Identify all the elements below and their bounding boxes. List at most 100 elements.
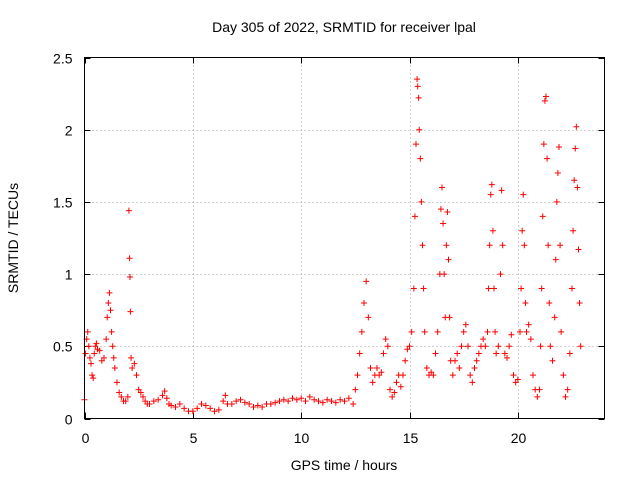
data-point [454, 350, 461, 357]
data-point [460, 328, 467, 335]
data-point [554, 170, 561, 177]
data-point [211, 408, 218, 415]
data-point [108, 328, 115, 335]
data-point [562, 393, 569, 400]
data-point [250, 403, 257, 410]
data-point [452, 357, 458, 364]
data-point [374, 364, 380, 371]
data-point [267, 401, 274, 408]
plot-frame [84, 57, 605, 419]
data-point [337, 396, 344, 403]
data-point [467, 372, 474, 379]
data-point [504, 354, 510, 361]
data-point [420, 285, 427, 292]
data-point [514, 376, 521, 383]
data-point [198, 401, 205, 408]
data-point [488, 181, 495, 188]
data-point [246, 401, 253, 408]
data-point [107, 307, 114, 314]
data-point [233, 398, 240, 405]
data-point [525, 321, 532, 328]
data-point [354, 372, 361, 379]
data-point [345, 395, 352, 402]
data-point [140, 393, 146, 400]
chart-title: Day 305 of 2022, SRMTID for receiver lpa… [212, 19, 476, 35]
data-point [378, 369, 385, 376]
x-tick-label: 10 [294, 430, 310, 446]
data-point [389, 393, 396, 400]
data-point [272, 399, 279, 406]
data-point [341, 398, 348, 405]
data-point [473, 357, 480, 364]
data-point [411, 213, 418, 220]
data-point [414, 76, 421, 83]
data-point [96, 347, 103, 354]
data-point [573, 123, 580, 130]
y-tick-label: 0.5 [53, 339, 73, 355]
data-point [549, 357, 556, 364]
data-point [289, 395, 296, 402]
data-point [408, 328, 415, 335]
data-point [456, 364, 463, 371]
data-point [361, 299, 367, 306]
data-point [163, 395, 170, 402]
data-point [88, 360, 94, 367]
data-point [485, 285, 492, 292]
data-point [91, 350, 98, 357]
data-point [553, 198, 560, 205]
data-point [324, 396, 331, 403]
data-point [106, 289, 113, 296]
data-point [369, 379, 376, 386]
data-point [522, 299, 529, 306]
data-point [298, 395, 305, 402]
data-point [332, 399, 339, 406]
x-tick-label: 5 [190, 430, 198, 446]
data-point [111, 364, 118, 371]
data-point [439, 184, 445, 191]
data-point [547, 343, 554, 350]
data-point [434, 328, 441, 335]
data-point [311, 396, 318, 403]
data-point [413, 141, 419, 148]
data-point [527, 336, 534, 343]
data-point [480, 336, 487, 343]
data-point [575, 246, 582, 253]
data-point [465, 343, 471, 350]
data-point [423, 364, 430, 371]
data-point [84, 328, 91, 335]
data-point [564, 386, 571, 393]
data-point [510, 372, 517, 379]
data-point [445, 256, 452, 263]
data-point [86, 354, 93, 361]
data-point [530, 372, 536, 379]
data-point [446, 314, 453, 321]
data-point [189, 408, 196, 415]
data-point [85, 343, 92, 350]
data-point [469, 379, 476, 386]
data-point [410, 285, 417, 292]
axis-ticks [84, 57, 605, 420]
data-point [159, 392, 166, 399]
data-point [194, 405, 201, 412]
data-point [384, 343, 391, 350]
data-point [541, 97, 548, 104]
data-point [430, 372, 437, 379]
data-point [577, 343, 584, 350]
data-point [406, 343, 413, 350]
data-point [397, 383, 404, 390]
data-point [122, 398, 129, 405]
data-point [137, 389, 144, 396]
data-point [131, 360, 138, 367]
data-point [497, 271, 504, 278]
data-point [146, 401, 153, 408]
data-point [566, 350, 573, 357]
data-point [443, 242, 450, 249]
data-point [118, 393, 125, 400]
data-point [352, 386, 359, 393]
data-point [387, 386, 393, 393]
data-point [363, 278, 370, 285]
y-axis-label: SRMTID / TECUs [5, 183, 21, 293]
data-point [519, 227, 526, 234]
x-axis-label: GPS time / hours [291, 457, 398, 473]
data-point [489, 227, 496, 234]
